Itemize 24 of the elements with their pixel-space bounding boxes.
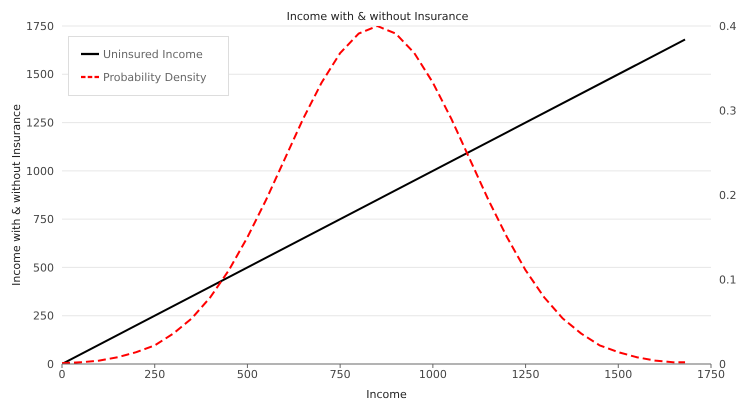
chart-title: Income with & without Insurance [286,10,468,23]
y-tick-label: 1500 [26,68,54,82]
y-tick-label: 1250 [26,116,54,130]
x-tick-label: 250 [144,368,166,381]
y2-tick-label: 0.4 [719,20,736,33]
x-tick-label: 1000 [418,368,447,381]
y-axis-title: Income with & without Insurance [10,104,23,286]
y-tick-label: 500 [33,261,54,274]
x-tick-label: 0 [58,368,66,381]
y2-tick-label: 0.3 [719,104,736,118]
y2-tick-label: 0.2 [719,188,736,202]
y-tick-label: 0 [47,358,54,371]
y-tick-label: 750 [33,213,54,226]
x-axis-title: Income [366,388,407,401]
x-tick-label: 500 [236,368,258,381]
y-tick-label: 1000 [26,164,54,178]
y-tick-label: 1750 [26,20,54,33]
y2-tick-label: 0.1 [719,273,736,286]
legend-label: Uninsured Income [103,48,203,61]
legend-label: Probability Density [103,71,206,84]
x-tick-label: 1500 [604,368,632,381]
y-tick-label: 250 [33,310,54,323]
x-tick-label: 1250 [512,368,540,381]
x-tick-label: 750 [330,368,351,381]
